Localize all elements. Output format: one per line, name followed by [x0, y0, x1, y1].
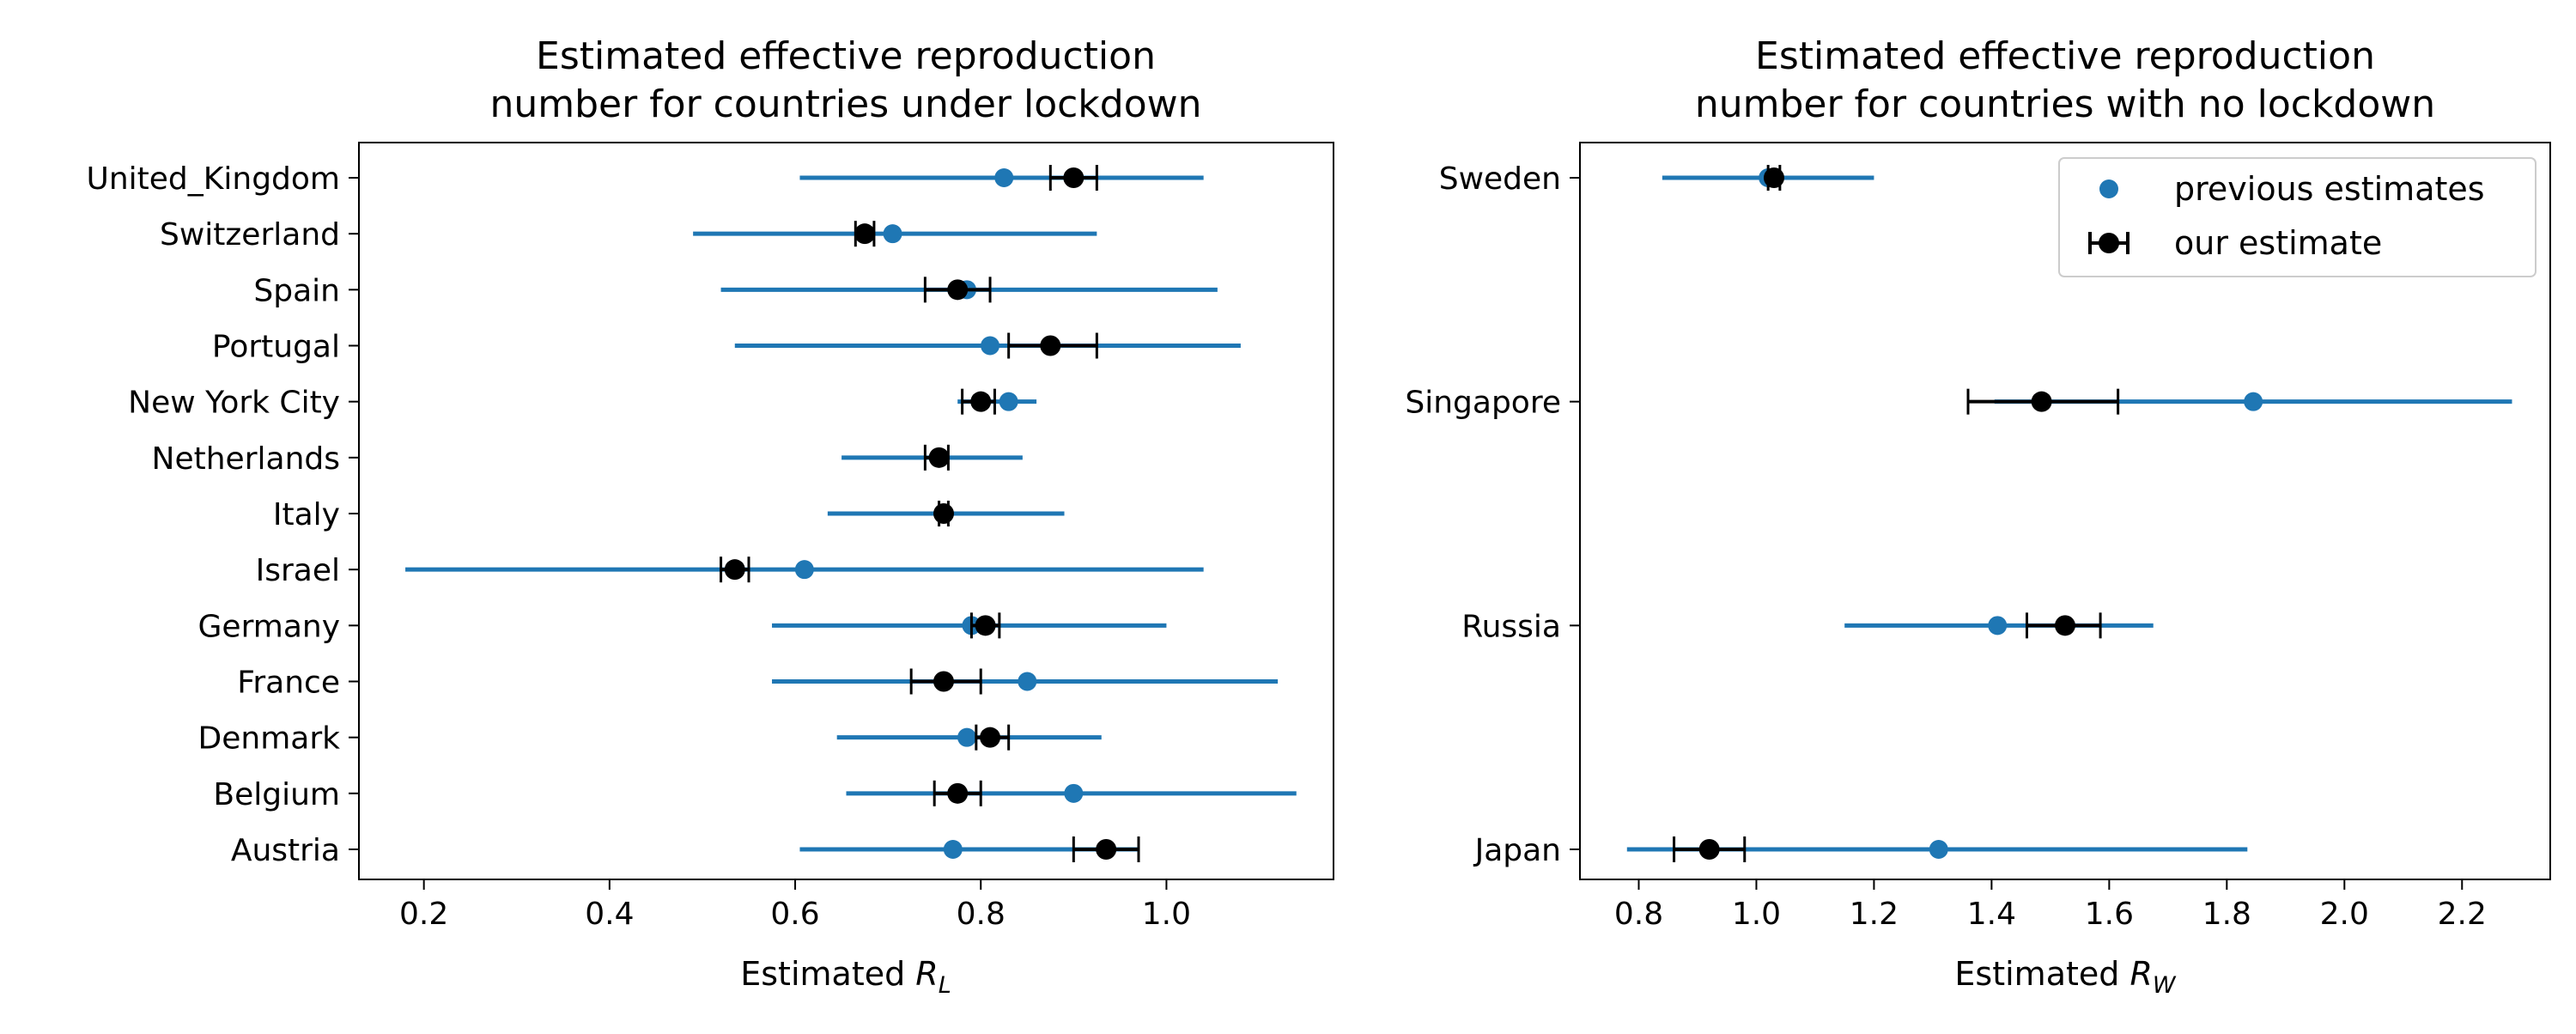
our-point-russia: [2055, 615, 2075, 636]
our-point-new-york-city: [970, 391, 992, 412]
chart-title-line-2: number for countries with no lockdown: [1695, 82, 2435, 126]
our-point-united-kingdom: [1063, 167, 1084, 188]
legend-marker-previous: [2099, 179, 2118, 198]
our-point-belgium: [947, 782, 969, 804]
y-tick-label-sweden: Sweden: [1439, 161, 1561, 197]
previous-point-new-york-city: [999, 392, 1018, 411]
chart-title-line-2: number for countries under lockdown: [489, 82, 1201, 126]
y-tick-label-austria: Austria: [231, 833, 340, 868]
previous-point-united-kingdom: [994, 168, 1014, 187]
y-tick-label-united-kingdom: United_Kingdom: [86, 161, 340, 197]
y-tick-label-portugal: Portugal: [212, 330, 340, 365]
legend: previous estimates our estimate: [2058, 157, 2537, 277]
plot-area: 0.8 1.0 1.2 1.4 1.6 1.8 2.0 2.2 Sweden Singapore R…: [1405, 161, 2512, 932]
legend-label-our: our estimate: [2174, 224, 2382, 262]
x-tick-label: 0.8: [957, 897, 1005, 932]
our-point-italy: [933, 503, 954, 524]
previous-point-france: [1018, 672, 1037, 691]
previous-point-switzerland: [883, 224, 902, 244]
previous-point-japan: [1929, 840, 1948, 859]
x-tick-label: 0.4: [585, 897, 634, 932]
y-tick-label-france: France: [237, 666, 340, 701]
y-tick-label-russia: Russia: [1461, 609, 1561, 644]
y-tick-label-switzerland: Switzerland: [160, 217, 340, 252]
previous-point-belgium: [1064, 783, 1084, 803]
previous-point-israel: [794, 560, 814, 580]
x-tick-label: 1.0: [1142, 897, 1191, 932]
our-point-japan: [1698, 839, 1720, 860]
x-axis-label: Estimated RL: [740, 955, 951, 999]
previous-point-austria: [943, 840, 963, 859]
our-point-spain: [947, 279, 969, 301]
our-point-germany: [975, 615, 996, 636]
previous-point-denmark: [957, 727, 977, 747]
previous-point-singapore: [2244, 392, 2263, 411]
y-tick-label-netherlands: Netherlands: [152, 441, 340, 477]
our-point-portugal: [1040, 335, 1061, 356]
plot-frame: [358, 142, 1334, 880]
legend-label-previous: previous estimates: [2174, 170, 2485, 208]
legend-marker-our: [2099, 233, 2119, 253]
x-axis-label: Estimated RW: [1954, 955, 2176, 999]
x-tick-label: 1.2: [1850, 897, 1899, 932]
our-point-israel: [724, 559, 745, 581]
x-tick-label: 2.2: [2438, 897, 2487, 932]
chart-title-line-1: Estimated effective reproduction: [536, 34, 1156, 78]
our-point-netherlands: [928, 447, 950, 468]
our-point-switzerland: [854, 223, 876, 245]
x-tick-label: 1.4: [1967, 897, 2016, 932]
y-tick-label-germany: Germany: [198, 609, 340, 644]
y-tick-label-new-york-city: New York City: [128, 386, 340, 421]
our-point-france: [933, 671, 954, 692]
y-tick-label-denmark: Denmark: [198, 721, 341, 757]
x-tick-label: 1.8: [2202, 897, 2251, 932]
x-tick-label: 0.8: [1614, 897, 1663, 932]
legend-box: [2058, 157, 2537, 277]
our-point-austria: [1096, 839, 1117, 860]
x-tick-label: 2.0: [2320, 897, 2369, 932]
our-point-singapore: [2031, 391, 2052, 412]
x-tick-label: 0.6: [770, 897, 819, 932]
x-tick-label: 1.6: [2085, 897, 2134, 932]
chart-title-line-1: Estimated effective reproduction: [1755, 34, 2375, 78]
plot-frame: [1579, 142, 2551, 880]
previous-point-portugal: [981, 336, 1000, 356]
x-tick-label: 0.2: [399, 897, 448, 932]
y-tick-label-belgium: Belgium: [213, 777, 340, 812]
y-tick-label-israel: Israel: [256, 553, 340, 588]
previous-point-russia: [1988, 616, 2008, 636]
panel-lockdown: Estimated effective reproduction number …: [86, 34, 1334, 999]
y-tick-label-spain: Spain: [253, 273, 340, 308]
y-tick-label-italy: Italy: [273, 497, 340, 532]
plot-area: 0.2 0.4 0.6 0.8 1.0 United_Kingdom Switzerland…: [86, 161, 1297, 932]
our-point-denmark: [980, 727, 1001, 748]
x-tick-label: 1.0: [1732, 897, 1781, 932]
our-point-sweden: [1764, 167, 1784, 188]
y-tick-label-japan: Japan: [1473, 833, 1561, 868]
panel-no-lockdown: Estimated effective reproduction number …: [1405, 34, 2551, 999]
y-tick-label-singapore: Singapore: [1405, 386, 1561, 421]
